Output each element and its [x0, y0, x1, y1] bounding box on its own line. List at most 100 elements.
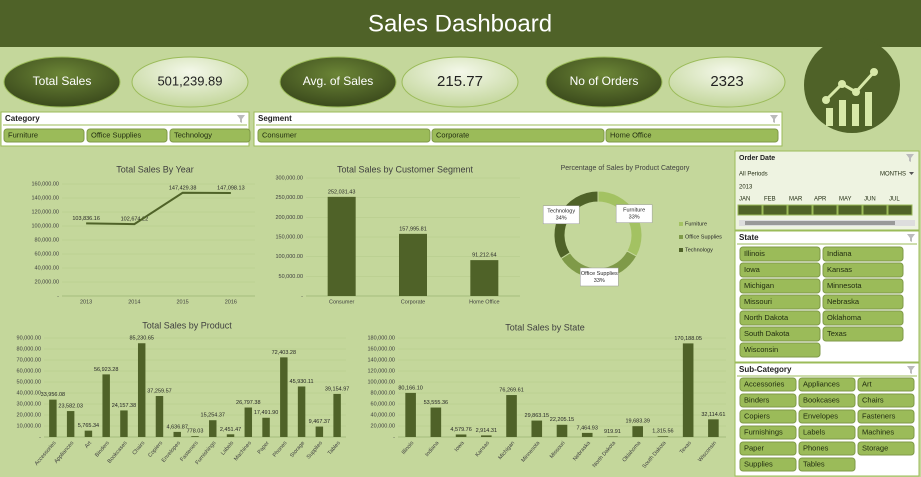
timeline-segment[interactable] — [862, 204, 888, 216]
slicer-button[interactable] — [798, 425, 856, 440]
slicer-button[interactable] — [739, 377, 797, 392]
slicer-button[interactable] — [739, 425, 797, 440]
timeline-segment[interactable] — [737, 204, 763, 216]
timeline-month: FEB — [764, 197, 776, 203]
slicer-button[interactable] — [822, 262, 904, 278]
data-label: 919.91 — [604, 429, 621, 435]
slicer-button-label: Furnishings — [744, 427, 783, 436]
slicer-button-label: Phones — [803, 443, 829, 452]
slicer-button-label: Envelopes — [803, 411, 838, 420]
kpi-value: 2323 — [710, 73, 743, 90]
data-label: 33% — [629, 215, 640, 221]
slicer-button[interactable] — [798, 457, 856, 472]
data-label: 29,863.15 — [525, 413, 549, 419]
y-tick-label: - — [393, 434, 395, 440]
y-tick-label: - — [301, 293, 303, 299]
slicer-button[interactable] — [3, 128, 85, 143]
timeline-segment[interactable] — [787, 204, 813, 216]
slicer-button[interactable] — [605, 128, 779, 143]
timeline-scroll-thumb[interactable] — [745, 221, 895, 225]
clear-filter-icon[interactable] — [770, 115, 778, 123]
data-label: 19,683.39 — [625, 419, 649, 425]
clear-filter-icon[interactable] — [907, 234, 915, 242]
y-tick-label: 80,000.00 — [35, 237, 59, 243]
y-tick-label: 50,000.00 — [17, 379, 41, 385]
data-label: 33,956.08 — [41, 392, 65, 398]
slicer-button-label: Furniture — [8, 130, 38, 139]
slicer-button[interactable] — [798, 393, 856, 408]
slicer-title: Sub-Category — [739, 365, 792, 374]
dashboard-title: Sales Dashboard — [368, 10, 552, 37]
data-label: 85,230.65 — [129, 336, 153, 342]
y-tick-label: 40,000.00 — [371, 412, 395, 418]
x-tick-label: Consumer — [329, 299, 355, 305]
slicer-button-label: Art — [862, 379, 873, 388]
slicer-button-label: Appliances — [803, 379, 840, 388]
kpi-value: 501,239.89 — [157, 73, 222, 88]
slicer-button[interactable] — [257, 128, 431, 143]
slicer-button[interactable] — [739, 457, 797, 472]
slicer-button[interactable] — [798, 441, 856, 456]
slicer-button-label: Supplies — [744, 459, 773, 468]
slicer-button[interactable] — [857, 425, 915, 440]
y-tick-label: 300,000.00 — [275, 175, 303, 181]
slicer-button-label: Corporate — [436, 130, 469, 139]
slicer-button[interactable] — [822, 278, 904, 294]
slicer-button[interactable] — [857, 393, 915, 408]
slicer-button[interactable] — [739, 278, 821, 294]
clear-filter-icon[interactable] — [906, 154, 914, 162]
data-label: 2,914.31 — [476, 428, 497, 434]
y-tick-label: 160,000.00 — [31, 181, 59, 187]
data-label-box — [542, 205, 580, 225]
slicer-button[interactable] — [739, 409, 797, 424]
slicer-button[interactable] — [739, 326, 821, 342]
data-label: 17,491.90 — [254, 410, 278, 416]
y-tick-label: 10,000.00 — [17, 423, 41, 429]
data-label: 24,157.38 — [112, 403, 136, 409]
timeline-segment[interactable] — [837, 204, 863, 216]
x-tick-label: Corporate — [401, 299, 425, 305]
clear-filter-icon[interactable] — [907, 366, 915, 374]
dropdown-arrow[interactable] — [909, 172, 914, 175]
x-tick-label: 2016 — [225, 299, 237, 305]
x-tick-label: 2015 — [177, 299, 189, 305]
slicer-button[interactable] — [857, 377, 915, 392]
slicer-button[interactable] — [739, 246, 821, 262]
x-tick-label: 2013 — [80, 299, 92, 305]
timeline-segment[interactable] — [762, 204, 788, 216]
slicer-button[interactable] — [822, 310, 904, 326]
data-label: 9,467.37 — [309, 419, 330, 425]
kpi-label: Avg. of Sales — [303, 74, 374, 88]
timeline-segment[interactable] — [887, 204, 913, 216]
slicer-button[interactable] — [857, 441, 915, 456]
data-label-name: Office Supplies — [581, 271, 618, 277]
slicer-button[interactable] — [169, 128, 251, 143]
slicer-button[interactable] — [739, 262, 821, 278]
slicer-button[interactable] — [739, 310, 821, 326]
chart-title: Total Sales by Product — [142, 320, 232, 330]
bar — [155, 396, 164, 437]
slicer-button[interactable] — [86, 128, 168, 143]
clear-filter-icon[interactable] — [237, 115, 245, 123]
slicer-button[interactable] — [739, 441, 797, 456]
slicer-button[interactable] — [822, 326, 904, 342]
data-label: 157,995.81 — [399, 226, 427, 232]
slicer-button[interactable] — [798, 377, 856, 392]
timeline-unit[interactable]: MONTHS — [880, 172, 906, 178]
data-label: 56,923.28 — [94, 367, 118, 373]
slicer-button[interactable] — [739, 393, 797, 408]
slicer-button[interactable] — [431, 128, 605, 143]
y-tick-label: - — [39, 434, 41, 440]
y-tick-label: 20,000.00 — [371, 423, 395, 429]
slicer-button[interactable] — [857, 409, 915, 424]
slicer-button[interactable] — [798, 409, 856, 424]
legend-swatch — [679, 235, 683, 239]
slicer-button[interactable] — [739, 342, 821, 358]
data-label: 22,205.15 — [550, 417, 574, 423]
x-tick-label: Home Office — [469, 299, 499, 305]
slicer-button[interactable] — [739, 294, 821, 310]
data-label: 26,797.38 — [236, 400, 260, 406]
slicer-button[interactable] — [822, 294, 904, 310]
slicer-button[interactable] — [822, 246, 904, 262]
timeline-segment[interactable] — [812, 204, 838, 216]
